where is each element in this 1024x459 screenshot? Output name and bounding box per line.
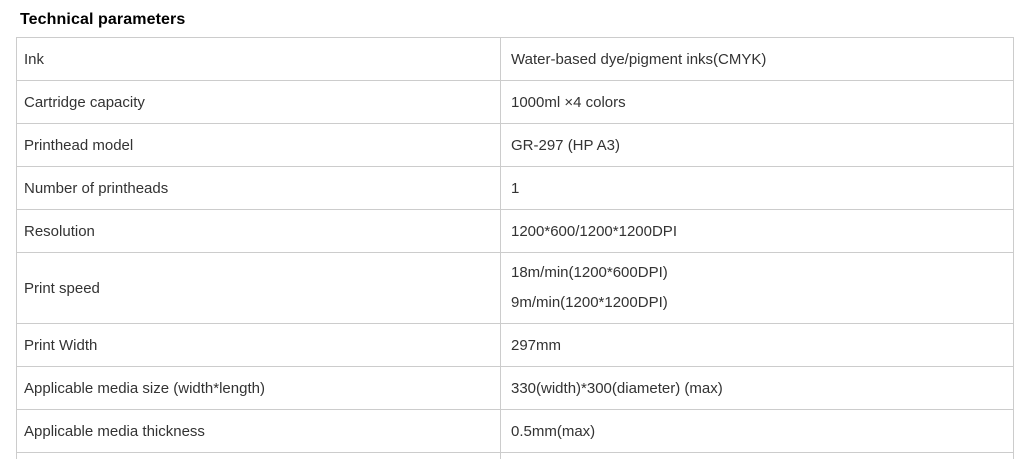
parameter-name-cell: Resolution <box>17 210 501 252</box>
table-row-number-of-printheads: Number of printheads 1 <box>17 167 1013 210</box>
parameter-name-cell: Cartridge capacity <box>17 81 501 123</box>
parameter-value-cell: Water-based dye/pigment inks(CMYK) <box>511 50 767 68</box>
parameter-value-cell: 330(width)*300(diameter) (max) <box>511 379 723 397</box>
table-row-partial-cutoff <box>17 453 1013 459</box>
parameter-value-cell: 1200*600/1200*1200DPI <box>511 222 677 240</box>
print-speed-line-1: 18m/min(1200*600DPI) <box>511 264 668 281</box>
table-row-cartridge-capacity: Cartridge capacity 1000ml ×4 colors <box>17 81 1013 124</box>
parameter-name-cell: Applicable media size (width*length) <box>17 367 501 409</box>
parameter-value-cell: 1 <box>511 179 520 197</box>
print-speed-line-2: 9m/min(1200*1200DPI) <box>511 294 668 311</box>
parameter-name-cell: Number of printheads <box>17 167 501 209</box>
table-row-printhead-model: Printhead model GR-297 (HP A3) <box>17 124 1013 167</box>
page-title: Technical parameters <box>20 11 186 28</box>
parameter-name-cell <box>17 453 501 459</box>
technical-parameters-table: Ink Water-based dye/pigment inks(CMYK) C… <box>16 37 1014 459</box>
table-row-ink: Ink Water-based dye/pigment inks(CMYK) <box>17 38 1013 81</box>
table-row-print-speed: Print speed 18m/min(1200*600DPI) 9m/min(… <box>17 253 1013 324</box>
parameter-name-cell: Print Width <box>17 324 501 366</box>
parameter-name-cell: Ink <box>17 38 501 80</box>
parameter-name-cell: Printhead model <box>17 124 501 166</box>
parameter-value-cell: 1000ml ×4 colors <box>511 93 626 111</box>
table-row-resolution: Resolution 1200*600/1200*1200DPI <box>17 210 1013 253</box>
parameter-value-cell: 0.5mm(max) <box>511 422 596 440</box>
parameter-name-cell: Applicable media thickness <box>17 410 501 452</box>
parameter-value-cell: GR-297 (HP A3) <box>511 136 620 154</box>
parameter-value-cell: 18m/min(1200*600DPI) 9m/min(1200*1200DPI… <box>501 253 1013 323</box>
table-row-applicable-media-thickness: Applicable media thickness 0.5mm(max) <box>17 410 1013 453</box>
parameter-value-cell <box>501 453 1013 459</box>
table-row-applicable-media-size: Applicable media size (width*length) 330… <box>17 367 1013 410</box>
table-row-print-width: Print Width 297mm <box>17 324 1013 367</box>
parameter-value-cell: 297mm <box>511 336 562 354</box>
parameter-name-cell: Print speed <box>17 253 501 323</box>
